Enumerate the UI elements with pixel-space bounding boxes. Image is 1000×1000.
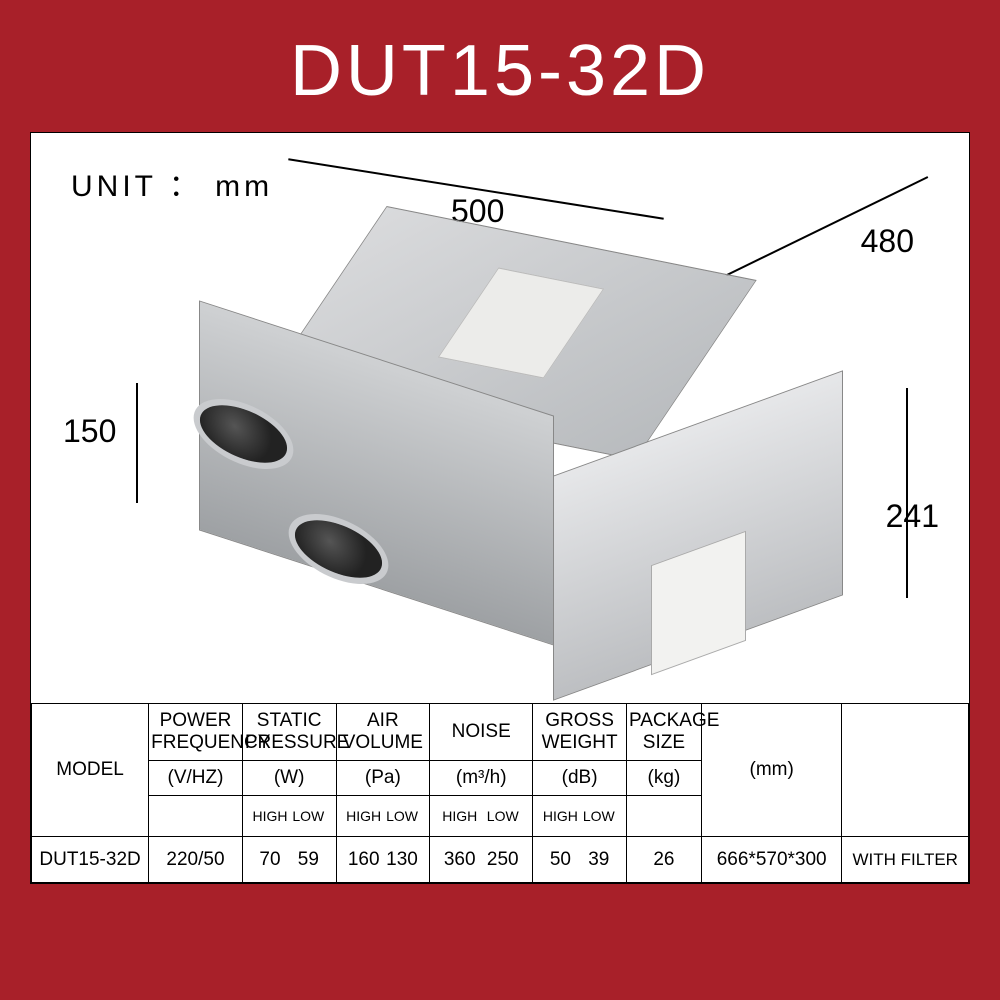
col-static-pressure: STATIC PRESSURE [242, 704, 336, 761]
cell-av: 160130 [336, 836, 430, 883]
unit-noise: (m³/h) [430, 760, 533, 795]
col-gross-weight: GROSS WEIGHT [533, 704, 627, 761]
table-data-row: DUT15-32D 220/50 7059 160130 360250 5039… [32, 836, 969, 883]
cell-model: DUT15-32D [32, 836, 149, 883]
hl-av: HIGHLOW [336, 795, 430, 836]
dim-depth: 480 [861, 223, 914, 260]
unit-static-pressure: (W) [242, 760, 336, 795]
col-model: MODEL [32, 704, 149, 837]
cell-sp: 7059 [242, 836, 336, 883]
cell-filter: WITH FILTER [842, 836, 969, 883]
cell-gw: 5039 [533, 836, 627, 883]
spec-card: UNIT ： mm 500 480 150 241 MODEL POWER FR… [30, 132, 970, 884]
dim-line [136, 383, 138, 503]
unit-label: UNIT ： mm [71, 161, 273, 205]
cell-noise: 360250 [430, 836, 533, 883]
col-filter [842, 704, 969, 837]
col-noise: NOISE [430, 704, 533, 761]
col-dim-mm: (mm) [701, 704, 842, 837]
dim-port: 150 [63, 413, 116, 450]
unit-package-size: (kg) [626, 760, 701, 795]
cell-power-freq: 220/50 [149, 836, 243, 883]
unit-air-volume: (Pa) [336, 760, 430, 795]
dimension-diagram: UNIT ： mm 500 480 150 241 [31, 133, 969, 703]
hl-noise: HIGHLOW [430, 795, 533, 836]
dim-line [906, 388, 908, 598]
hl-empty [149, 795, 243, 836]
col-air-volume: AIR VOLUME [336, 704, 430, 761]
unit-gross-weight: (dB) [533, 760, 627, 795]
product-illustration [181, 223, 861, 673]
table-header-row: MODEL POWER FREQUENCY STATIC PRESSURE AI… [32, 704, 969, 761]
hl-sp: HIGHLOW [242, 795, 336, 836]
unit-power-freq: (V/HZ) [149, 760, 243, 795]
cell-pkg: 26 [626, 836, 701, 883]
hl-gw: HIGHLOW [533, 795, 627, 836]
col-power-frequency: POWER FREQUENCY [149, 704, 243, 761]
hl-empty2 [626, 795, 701, 836]
cell-mm: 666*570*300 [701, 836, 842, 883]
col-package-size: PACKAGE SIZE [626, 704, 701, 761]
product-title: DUT15-32D [290, 0, 710, 132]
dim-height: 241 [886, 498, 939, 535]
spec-table: MODEL POWER FREQUENCY STATIC PRESSURE AI… [31, 703, 969, 883]
